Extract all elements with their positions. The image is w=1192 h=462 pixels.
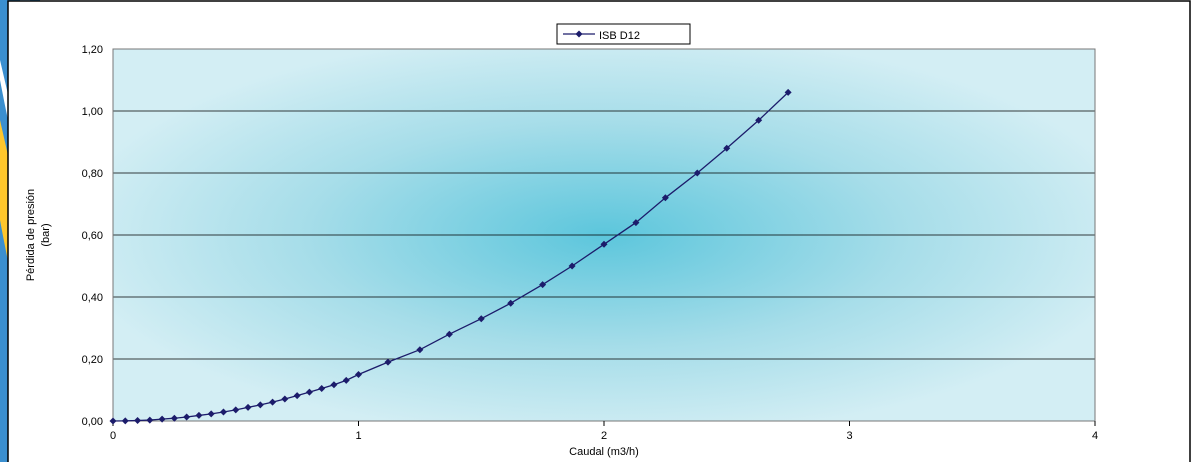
marker — [632, 219, 640, 227]
marker — [256, 401, 264, 409]
marker — [445, 330, 453, 338]
marker — [755, 116, 763, 124]
marker — [568, 262, 576, 270]
x-tick-label: 1 — [355, 430, 361, 442]
marker — [183, 413, 191, 421]
marker — [784, 88, 792, 96]
marker — [269, 398, 277, 406]
marker — [600, 240, 608, 248]
marker — [293, 392, 301, 400]
marker — [170, 414, 178, 422]
marker — [355, 371, 362, 378]
marker — [693, 169, 701, 177]
marker — [134, 417, 142, 425]
marker — [330, 381, 338, 389]
y-tick-label: 0,60 — [82, 230, 103, 242]
marker — [661, 194, 669, 202]
y-axis-title: (bar) — [40, 223, 52, 246]
y-tick-label: 0,00 — [82, 416, 103, 428]
marker — [158, 415, 166, 423]
marker — [477, 315, 485, 323]
marker — [305, 388, 313, 396]
marker — [121, 417, 129, 425]
legend-label: ISB D12 — [599, 30, 640, 42]
y-tick-label: 1,00 — [82, 106, 103, 118]
x-tick-label: 0 — [110, 430, 116, 442]
marker — [281, 395, 289, 403]
marker — [195, 411, 203, 419]
marker — [244, 403, 252, 411]
marker — [416, 346, 424, 354]
marker — [384, 358, 392, 366]
x-axis-title: Caudal (m3/h) — [569, 446, 639, 458]
y-tick-label: 0,80 — [82, 168, 103, 180]
legend-box — [556, 23, 691, 45]
y-tick-label: 0,40 — [82, 292, 103, 304]
marker — [539, 281, 547, 289]
marker — [146, 416, 154, 424]
marker — [219, 408, 227, 416]
marker — [723, 144, 731, 152]
x-tick-label: 3 — [846, 430, 852, 442]
legend-marker — [575, 30, 583, 38]
y-axis-title: Pérdida de presión — [25, 189, 37, 281]
y-tick-label: 0,20 — [82, 354, 103, 366]
marker — [507, 299, 515, 307]
y-tick-label: 1,20 — [82, 44, 103, 56]
marker — [232, 406, 240, 414]
x-tick-label: 2 — [601, 430, 607, 442]
marker — [342, 376, 350, 384]
marker — [109, 417, 117, 425]
x-tick-label: 4 — [1092, 430, 1098, 442]
marker — [207, 410, 215, 418]
marker — [318, 384, 326, 392]
